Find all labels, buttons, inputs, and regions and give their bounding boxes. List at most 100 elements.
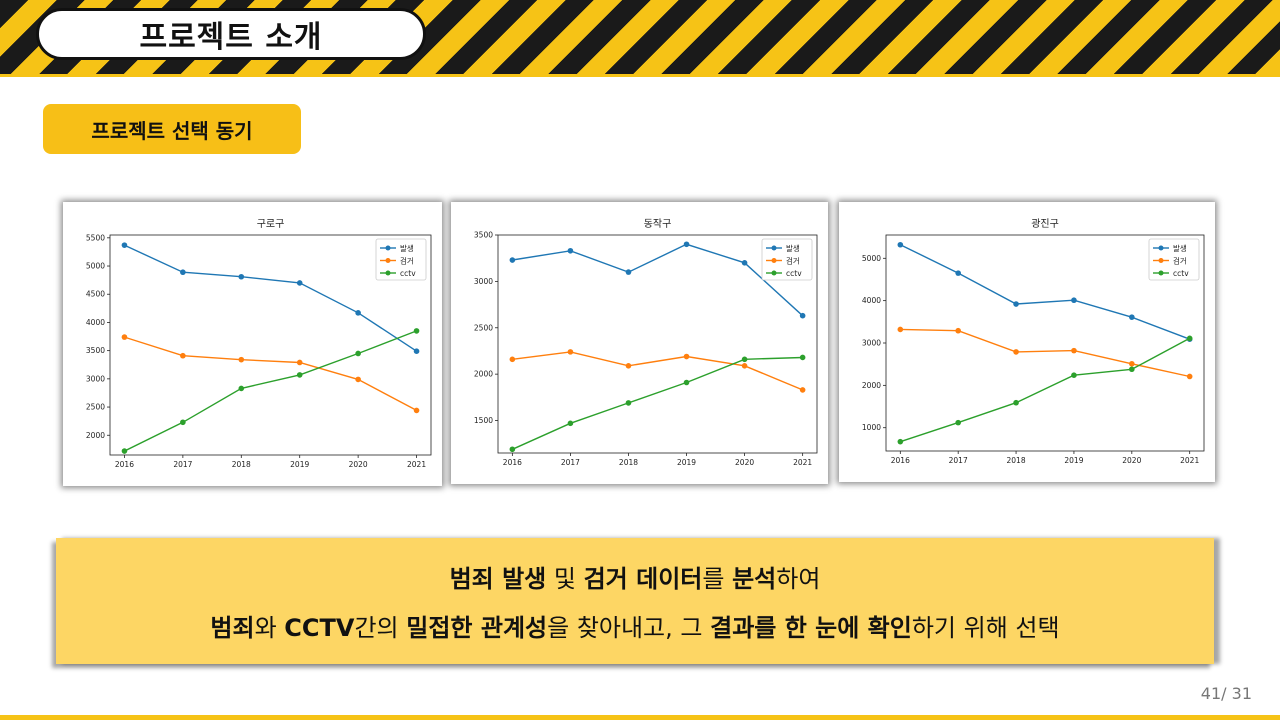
legend-label: 발생 bbox=[400, 243, 414, 253]
summary-text-segment: 하기 위해 선택 bbox=[911, 614, 1060, 642]
data-point-cctv-2017 bbox=[567, 420, 574, 427]
chart-guro: 구로구 2000 2500 3000 3500 4000 4500 5000 5500 2016 2… bbox=[86, 219, 432, 469]
x-tick-label: 2020 bbox=[735, 458, 754, 467]
data-point-발생-2018 bbox=[1013, 301, 1019, 307]
legend-marker-검거 bbox=[385, 258, 391, 263]
legend-label: 검거 bbox=[786, 255, 800, 265]
summary-text-segment: 및 bbox=[546, 565, 584, 593]
x-tick-label: 2021 bbox=[793, 458, 812, 467]
y-tick-label: 2500 bbox=[474, 323, 493, 332]
x-tick-label: 2019 bbox=[677, 458, 696, 467]
summary-text-segment: 분석 bbox=[732, 565, 777, 593]
legend-marker-cctv bbox=[771, 270, 777, 276]
summary-text-segment: 범죄 발생 bbox=[449, 565, 547, 593]
x-tick-label: 2017 bbox=[561, 458, 580, 467]
data-point-검거-2017 bbox=[567, 349, 574, 355]
data-point-검거-2019 bbox=[1071, 347, 1077, 354]
data-point-cctv-2020 bbox=[1129, 366, 1135, 373]
y-tick-label: 1500 bbox=[474, 416, 493, 425]
series-line-발생 bbox=[512, 243, 804, 317]
y-tick-label: 2000 bbox=[474, 370, 493, 379]
data-point-cctv-2021 bbox=[1186, 335, 1193, 342]
data-point-발생-2021 bbox=[799, 312, 806, 319]
series-line-발생 bbox=[124, 244, 417, 352]
x-tick-label: 2018 bbox=[619, 458, 638, 467]
data-point-발생-2019 bbox=[296, 280, 303, 286]
series-line-cctv bbox=[512, 356, 803, 450]
footer-line bbox=[0, 715, 1280, 720]
data-point-검거-2016 bbox=[121, 334, 128, 340]
data-point-검거-2018 bbox=[625, 363, 632, 369]
data-point-cctv-2018 bbox=[1013, 399, 1019, 406]
legend-marker-검거 bbox=[771, 258, 777, 263]
page-title: 프로젝트 소개 bbox=[139, 20, 323, 55]
series-line-검거 bbox=[512, 351, 803, 391]
x-tick-label: 2021 bbox=[1180, 456, 1199, 465]
data-point-발생-2017 bbox=[955, 270, 961, 276]
data-point-발생-2020 bbox=[1129, 314, 1135, 320]
x-tick-label: 2017 bbox=[949, 456, 968, 465]
data-point-발생-2019 bbox=[1071, 297, 1077, 304]
legend-label: cctv bbox=[786, 269, 802, 278]
data-point-발생-2016 bbox=[897, 241, 904, 248]
data-point-cctv-2017 bbox=[955, 419, 961, 426]
y-tick-label: 2500 bbox=[86, 403, 105, 412]
summary-text-segment: 검거 데이터 bbox=[583, 565, 703, 593]
data-point-검거-2020 bbox=[1129, 360, 1135, 367]
y-tick-label: 3000 bbox=[474, 277, 493, 286]
summary-box: 범죄 발생 및 검거 데이터를 분석하여 범죄와 CCTV간의 밀접한 관계성을… bbox=[56, 538, 1214, 664]
summary-text-segment: 을 찾아내고, 그 bbox=[547, 614, 711, 642]
data-point-cctv-2019 bbox=[1071, 372, 1077, 378]
summary-text-segment: 결과를 한 눈에 확인 bbox=[710, 614, 912, 642]
x-tick-label: 2019 bbox=[1064, 456, 1083, 465]
summary-text-segment: 범죄 bbox=[210, 614, 255, 642]
data-point-cctv-2021 bbox=[413, 328, 420, 334]
legend-marker-발생 bbox=[385, 245, 391, 251]
series-line-cctv bbox=[124, 330, 417, 452]
data-point-발생-2018 bbox=[625, 269, 632, 275]
data-point-cctv-2020 bbox=[741, 356, 748, 363]
y-tick-label: 3000 bbox=[862, 339, 881, 348]
chart-title: 동작구 bbox=[644, 218, 672, 230]
data-point-발생-2020 bbox=[355, 310, 361, 316]
plot-frame bbox=[497, 234, 818, 454]
x-tick-label: 2019 bbox=[290, 460, 309, 469]
legend-marker-cctv bbox=[1158, 270, 1164, 276]
series-line-발생 bbox=[899, 244, 1190, 340]
page-number: 41/ 31 bbox=[1200, 684, 1252, 703]
y-tick-label: 2000 bbox=[86, 431, 105, 440]
x-tick-label: 2016 bbox=[891, 456, 910, 465]
data-point-검거-2019 bbox=[683, 353, 690, 360]
plot-frame bbox=[109, 234, 432, 456]
x-tick-label: 2018 bbox=[232, 460, 251, 469]
x-tick-label: 2016 bbox=[503, 458, 522, 467]
summary-text-segment: 간의 bbox=[354, 614, 407, 642]
section-tag: 프로젝트 선택 동기 bbox=[43, 104, 301, 154]
y-tick-label: 4000 bbox=[86, 318, 105, 327]
chart-card-guro: 구로구 2000 2500 3000 3500 4000 4500 5000 5500 2016 2… bbox=[63, 202, 442, 486]
legend-marker-검거 bbox=[1158, 258, 1164, 263]
x-tick-label: 2018 bbox=[1007, 456, 1026, 465]
data-point-검거-2017 bbox=[180, 352, 186, 359]
summary-text-segment: 하여 bbox=[776, 565, 821, 593]
y-tick-label: 1000 bbox=[862, 423, 881, 432]
y-tick-label: 4000 bbox=[862, 296, 881, 305]
banner-underline bbox=[0, 74, 1280, 77]
summary-text-segment: 밀접한 관계성 bbox=[406, 614, 548, 642]
data-point-cctv-2016 bbox=[897, 438, 904, 445]
data-point-발생-2020 bbox=[741, 260, 748, 266]
y-tick-label: 3000 bbox=[86, 374, 105, 383]
series-line-검거 bbox=[900, 328, 1190, 378]
data-point-검거-2016 bbox=[509, 356, 516, 363]
summary-line-2: 범죄와 CCTV간의 밀접한 관계성을 찾아내고, 그 결과를 한 눈에 확인하… bbox=[210, 608, 1059, 643]
chart-card-gwangjin: 광진구 1000 2000 3000 4000 5000 2016 2017 2018 2019 2… bbox=[839, 202, 1215, 482]
legend-label: cctv bbox=[1173, 269, 1189, 278]
summary-line-1: 범죄 발생 및 검거 데이터를 분석하여 bbox=[450, 559, 821, 594]
x-tick-label: 2016 bbox=[115, 460, 134, 469]
y-tick-label: 5000 bbox=[86, 262, 105, 271]
data-point-발생-2017 bbox=[567, 247, 574, 254]
data-point-검거-2018 bbox=[238, 356, 245, 363]
data-point-cctv-2019 bbox=[296, 372, 303, 378]
legend-marker-cctv bbox=[385, 270, 391, 276]
legend-label: cctv bbox=[400, 269, 416, 278]
